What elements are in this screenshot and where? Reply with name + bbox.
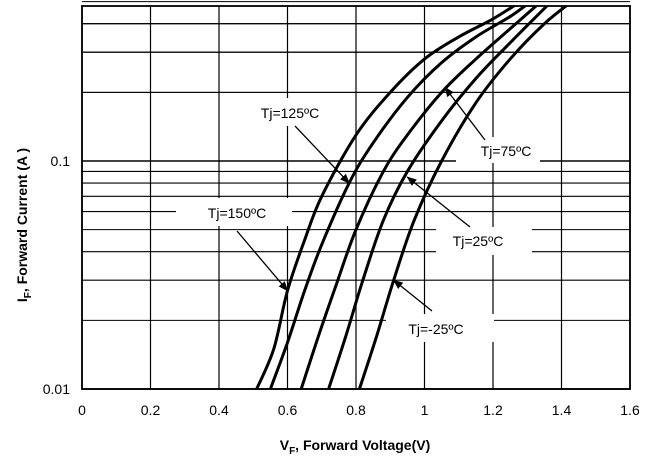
annotation-arrow-4 (392, 279, 433, 312)
y-axis-title: IF, Forward Current (A ) (14, 148, 34, 302)
y-axis-title-rest: , Forward Current (A ) (14, 148, 30, 292)
x-tick-label-5: 1 (421, 402, 429, 418)
annotation-box-1 (176, 198, 292, 226)
x-axis-title-main: V (280, 437, 290, 453)
x-axis-title: VF, Forward Voltage(V) (280, 437, 431, 457)
curves (255, 6, 569, 389)
x-tick-label-8: 1.6 (620, 402, 640, 418)
annotation-label-3: Tj=25ºC (453, 233, 504, 249)
series-line-2 (299, 6, 539, 389)
x-tick-label-6: 1.2 (483, 402, 503, 418)
annotation-label-1: Tj=150ºC (208, 205, 266, 221)
y-tick-label-1: 0.1 (51, 153, 71, 169)
annotation-label-4: Tj=-25ºC (408, 321, 463, 337)
y-axis-title-subscript: F (23, 292, 34, 298)
x-tick-label-0: 0 (78, 402, 86, 418)
annotation-arrow-0 (294, 125, 350, 184)
annotation-box-3 (436, 227, 532, 255)
annotation-box-2 (456, 137, 540, 163)
y-axis-title-main: I (14, 298, 30, 302)
x-tick-label-7: 1.4 (552, 402, 572, 418)
x-tick-label-3: 0.6 (278, 402, 298, 418)
annotation-label-2: Tj=75ºC (481, 143, 532, 159)
tick-labels: 0 0.2 0.4 0.6 0.8 1 1.2 1.4 1.6 0.01 0.1 (43, 153, 640, 418)
series-line-4 (357, 6, 569, 389)
series-line-3 (327, 6, 549, 389)
y-tick-label-0: 0.01 (43, 381, 70, 397)
x-tick-label-4: 0.8 (346, 402, 366, 418)
series-line-1 (268, 6, 528, 389)
series-line-0 (255, 6, 517, 389)
plot-frame (81, 5, 631, 390)
annotation-arrow-3 (406, 176, 471, 228)
x-axis-title-subscript: F (289, 446, 295, 457)
annotations: Tj=125ºC Tj=150ºC Tj=75ºC Tj=25ºC Tj=-25ºC (176, 86, 540, 342)
x-axis-title-rest: , Forward Voltage(V) (295, 437, 430, 453)
x-tick-label-2: 0.4 (209, 402, 229, 418)
annotation-arrow-2 (444, 86, 486, 141)
annotation-label-0: Tj=125ºC (261, 105, 319, 121)
annotation-arrow-1 (236, 230, 289, 292)
annotation-box-4 (386, 314, 494, 342)
annotation-box-0 (236, 98, 336, 126)
x-tick-label-1: 0.2 (141, 402, 161, 418)
